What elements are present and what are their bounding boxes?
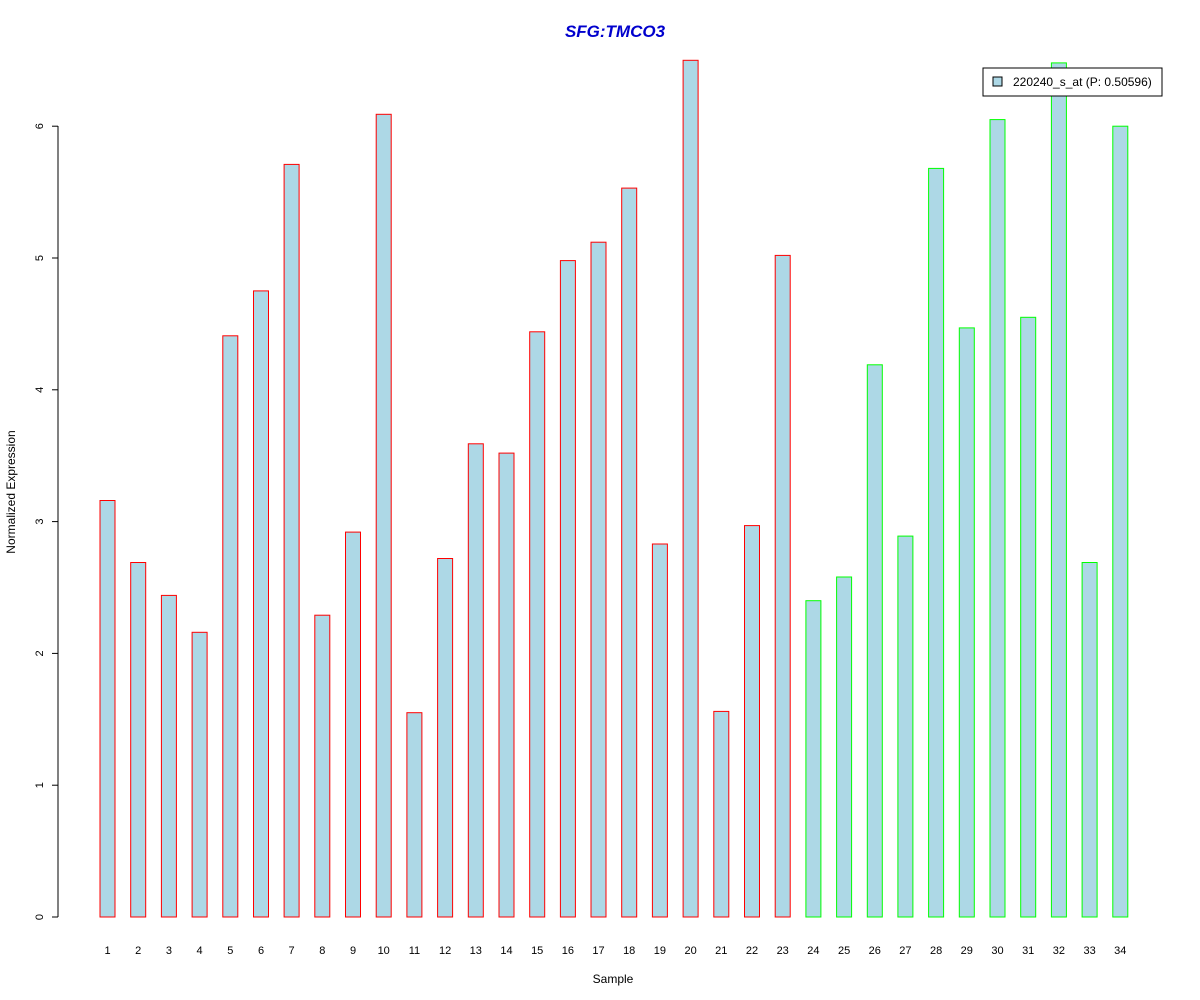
x-tick-label: 13 [470, 945, 482, 957]
bar-sample-31 [1020, 316, 1037, 918]
bar-sample-1 [99, 500, 116, 918]
y-tick-label: 6 [34, 123, 46, 129]
bar-sample-10 [375, 113, 392, 918]
bar-sample-22 [744, 525, 760, 918]
x-tick-label: 30 [991, 945, 1003, 957]
bar-sample-6 [253, 290, 269, 918]
y-axis-ticks: 0 1 2 3 4 5 6 [34, 123, 58, 920]
x-tick-label: 24 [807, 945, 819, 957]
x-tick-label: 29 [961, 945, 973, 957]
bar-sample-5 [222, 335, 239, 918]
y-tick-label: 2 [34, 650, 46, 656]
bars [99, 59, 1129, 918]
x-tick-label: 4 [197, 945, 203, 957]
x-tick-label: 23 [777, 945, 789, 957]
bar-sample-4 [191, 631, 208, 918]
x-tick-label: 20 [684, 945, 696, 957]
bar-sample-2 [130, 562, 147, 918]
bar-sample-29 [958, 327, 975, 918]
x-tick-label: 21 [715, 945, 727, 957]
bar-sample-25 [836, 576, 853, 918]
bar-sample-14 [498, 452, 515, 918]
x-tick-label: 22 [746, 945, 758, 957]
bar-sample-27 [897, 535, 914, 918]
bar-sample-12 [437, 558, 454, 918]
bar-sample-7 [283, 163, 300, 918]
y-tick-label: 4 [34, 387, 46, 393]
bar-sample-20 [682, 59, 699, 918]
bar-sample-9 [345, 531, 361, 918]
legend-swatch [992, 76, 1003, 87]
bar-sample-24 [805, 600, 822, 918]
x-tick-label: 14 [500, 945, 512, 957]
x-tick-label: 34 [1114, 945, 1126, 957]
bar-sample-33 [1081, 562, 1098, 918]
y-tick-label: 1 [34, 782, 46, 788]
y-tick-label: 3 [34, 519, 46, 525]
x-tick-label: 8 [319, 945, 325, 957]
x-tick-label: 15 [531, 945, 543, 957]
bar-sample-16 [559, 260, 576, 918]
bar-sample-19 [651, 543, 668, 918]
chart-title: SFG:TMCO3 [565, 22, 666, 41]
x-tick-label: 11 [409, 945, 420, 957]
bar-sample-17 [590, 241, 607, 918]
x-tick-label: 6 [258, 945, 264, 957]
x-tick-label: 2 [135, 945, 141, 957]
bar-sample-32 [1050, 62, 1067, 918]
bar-sample-3 [160, 594, 177, 918]
bar-sample-23 [774, 254, 791, 918]
x-tick-label: 19 [654, 945, 666, 957]
bar-sample-21 [713, 710, 730, 918]
bar-sample-26 [866, 364, 883, 918]
x-tick-label: 1 [104, 945, 110, 957]
bar-sample-15 [529, 331, 546, 918]
x-tick-label: 25 [838, 945, 850, 957]
x-axis-label: Sample [593, 972, 634, 986]
bar-sample-18 [621, 187, 638, 918]
x-tick-label: 3 [166, 945, 172, 957]
bar-sample-34 [1112, 125, 1129, 918]
bar-sample-30 [989, 119, 1006, 918]
x-tick-label: 32 [1053, 945, 1065, 957]
x-tick-label: 27 [899, 945, 911, 957]
x-tick-label: 28 [930, 945, 942, 957]
y-axis-label: Normalized Expression [4, 430, 18, 553]
legend: 220240_s_at (P: 0.50596) [982, 67, 1163, 97]
legend-box [982, 67, 1163, 97]
bar-sample-11 [406, 712, 423, 918]
x-axis-tick-labels: 1 2 3 4 5 6 7 8 9 10 11 12 13 14 15 16 17 18 19 20 21 22 23 24 2… [104, 945, 1126, 957]
y-tick-label: 5 [34, 255, 46, 261]
x-tick-label: 16 [562, 945, 574, 957]
x-tick-label: 9 [350, 945, 356, 957]
x-tick-label: 5 [227, 945, 233, 957]
x-tick-label: 33 [1083, 945, 1095, 957]
bar-sample-28 [928, 167, 945, 918]
legend-label: 220240_s_at (P: 0.50596) [1013, 75, 1152, 89]
x-tick-label: 12 [439, 945, 451, 957]
x-tick-label: 17 [592, 945, 604, 957]
x-tick-label: 31 [1022, 945, 1034, 957]
y-tick-label: 0 [34, 914, 46, 920]
bar-sample-8 [314, 614, 331, 918]
x-tick-label: 10 [378, 945, 390, 957]
x-tick-label: 7 [289, 945, 295, 957]
bar-sample-13 [467, 443, 484, 918]
x-tick-label: 18 [623, 945, 635, 957]
x-tick-label: 26 [869, 945, 881, 957]
